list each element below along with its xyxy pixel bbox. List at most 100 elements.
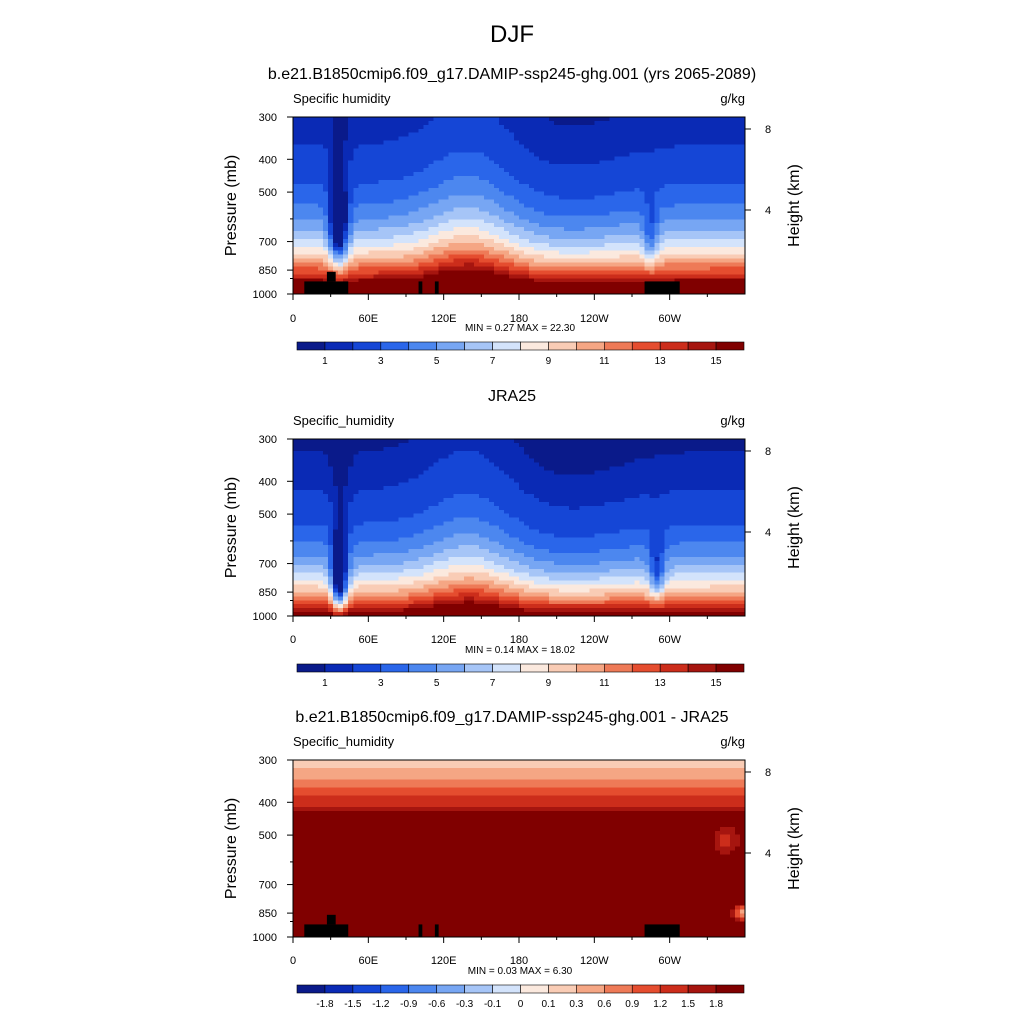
field-cell — [694, 117, 701, 122]
field-cell — [569, 191, 575, 197]
field-cell — [519, 286, 525, 291]
field-cell — [378, 191, 384, 197]
field-cell — [614, 152, 621, 157]
field-cell — [393, 160, 400, 165]
colorbar-swatch — [296, 341, 326, 351]
field-cell — [684, 242, 691, 248]
field-cell — [609, 148, 616, 153]
field-cell — [719, 231, 726, 236]
field-cell — [473, 227, 480, 232]
field-cell — [729, 187, 736, 193]
field-cell — [544, 286, 550, 291]
field-cell — [438, 215, 445, 220]
field-cell — [544, 282, 550, 287]
field-cell — [639, 124, 646, 130]
field-cell — [348, 128, 354, 134]
field-cell — [584, 172, 590, 177]
field-cell — [699, 160, 706, 165]
field-cell — [358, 235, 364, 240]
field-cell — [333, 549, 339, 554]
field-cell — [483, 117, 490, 122]
field-cell — [353, 478, 359, 483]
field-cell — [584, 148, 590, 153]
field-cell — [313, 529, 319, 534]
field-cell — [719, 160, 726, 165]
field-cell — [378, 136, 384, 142]
field-cell — [534, 117, 540, 122]
field-cell — [599, 250, 605, 256]
field-cell — [614, 258, 621, 264]
field-cell — [293, 132, 299, 138]
field-cell — [579, 124, 585, 130]
field-cell — [564, 176, 570, 181]
field-cell — [368, 592, 374, 597]
field-cell — [343, 505, 349, 511]
field-cell — [589, 223, 595, 228]
field-cell — [483, 140, 490, 146]
field-cell — [433, 262, 440, 268]
field-cell — [644, 199, 651, 205]
field-cell — [684, 282, 691, 287]
field-cell — [373, 227, 379, 232]
field-cell — [348, 545, 354, 550]
field-cell — [368, 140, 374, 146]
field-cell — [589, 160, 595, 165]
field-cell — [719, 148, 726, 153]
field-cell — [353, 557, 359, 562]
field-cell — [293, 612, 299, 617]
field-cell — [328, 258, 334, 264]
field-cell — [709, 172, 716, 177]
field-cell — [333, 568, 339, 574]
field-cell — [398, 250, 405, 256]
field-cell — [308, 612, 314, 617]
field-cell — [433, 254, 440, 260]
field-cell — [373, 568, 379, 574]
field-cell — [308, 454, 314, 460]
field-cell — [338, 446, 344, 452]
field-cell — [343, 148, 349, 153]
field-cell — [569, 152, 575, 157]
field-cell — [338, 592, 344, 597]
field-cell — [358, 290, 364, 295]
field-cell — [724, 219, 731, 224]
field-cell — [634, 231, 641, 236]
field-cell — [544, 211, 550, 216]
field-cell — [423, 290, 430, 295]
field-cell — [524, 183, 530, 189]
field-cell — [503, 117, 510, 122]
field-cell — [298, 446, 304, 452]
field-cell — [554, 223, 560, 228]
field-cell — [619, 274, 626, 279]
field-cell — [644, 168, 651, 173]
field-cell — [353, 231, 359, 236]
field-cell — [599, 238, 605, 244]
field-cell — [408, 235, 415, 240]
field-cell — [624, 124, 631, 130]
field-cell — [493, 144, 500, 150]
field-cell — [503, 160, 510, 165]
field-cell — [508, 215, 515, 220]
field-cell — [729, 266, 736, 271]
field-cell — [383, 612, 390, 617]
field-cell — [564, 160, 570, 165]
field-cell — [373, 549, 379, 554]
field-cell — [604, 199, 610, 205]
field-cell — [694, 148, 701, 153]
field-cell — [448, 120, 455, 126]
field-cell — [293, 227, 299, 232]
field-cell — [328, 498, 334, 503]
field-cell — [323, 450, 329, 456]
field-cell — [458, 231, 465, 236]
field-cell — [664, 274, 671, 279]
field-cell — [353, 580, 359, 586]
field-cell — [398, 199, 405, 205]
field-cell — [313, 274, 319, 279]
field-cell — [458, 144, 465, 150]
field-cell — [714, 203, 721, 209]
field-cell — [318, 580, 324, 586]
field-cell — [398, 223, 405, 228]
field-cell — [483, 172, 490, 177]
field-cell — [699, 258, 706, 264]
field-cell — [358, 223, 364, 228]
field-cell — [503, 144, 510, 150]
